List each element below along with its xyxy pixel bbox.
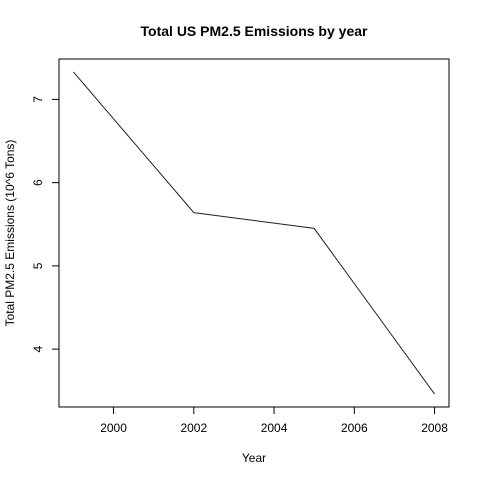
x-tick-label: 2006 xyxy=(341,421,368,435)
x-tick-label: 2004 xyxy=(261,421,288,435)
x-axis-ticks: 2000 2002 2004 2006 2008 xyxy=(100,407,448,435)
plot-frame xyxy=(58,58,450,408)
y-axis-ticks: 4 5 6 7 xyxy=(31,96,59,352)
x-tick-label: 2002 xyxy=(180,421,207,435)
chart-title: Total US PM2.5 Emissions by year xyxy=(141,23,368,39)
y-tick-label: 6 xyxy=(31,179,45,186)
y-axis-label: Total PM2.5 Emissions (10^6 Tons) xyxy=(3,140,17,327)
y-tick-label: 7 xyxy=(31,96,45,103)
x-tick-label: 2000 xyxy=(100,421,127,435)
x-axis-label: Year xyxy=(242,451,266,465)
x-tick-label: 2008 xyxy=(421,421,448,435)
y-tick-label: 4 xyxy=(31,345,45,352)
y-tick-label: 5 xyxy=(31,262,45,269)
series-line xyxy=(73,71,436,395)
